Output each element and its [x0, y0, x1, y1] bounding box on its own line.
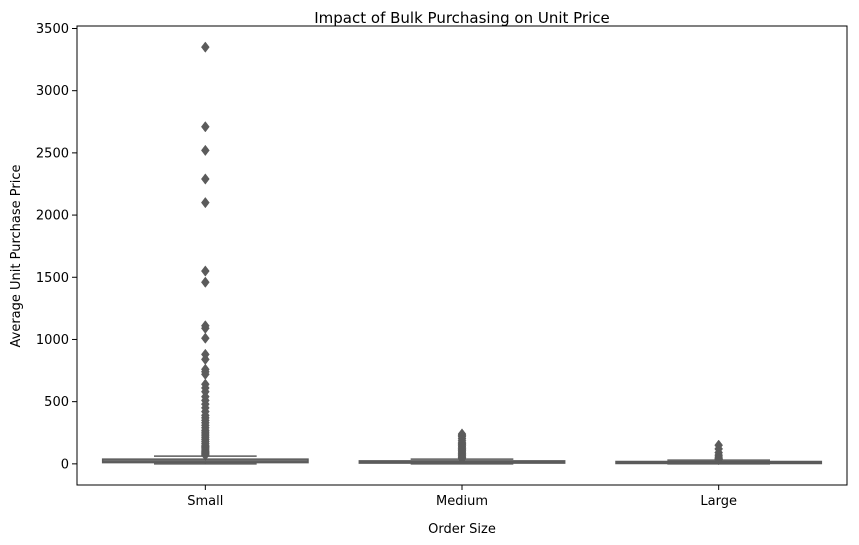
- outlier-point: [457, 453, 467, 465]
- y-tick-label: 3000: [36, 84, 69, 99]
- outlier-point: [201, 449, 210, 461]
- y-tick-label: 2500: [36, 146, 69, 161]
- plot-area: [101, 41, 823, 466]
- outlier-point: [201, 332, 210, 344]
- x-tick-label-medium: Medium: [436, 494, 488, 509]
- x-tick-label-small: Small: [187, 494, 223, 509]
- outlier-point: [201, 197, 210, 209]
- plot-frame: [76, 25, 848, 486]
- y-tick-label: 2000: [36, 209, 69, 224]
- outlier-point: [201, 41, 210, 53]
- outlier-point: [201, 265, 210, 277]
- y-tick-label: 500: [44, 395, 69, 410]
- box-large: [615, 439, 823, 466]
- chart-title: Impact of Bulk Purchasing on Unit Price: [314, 9, 610, 27]
- y-tick-label: 1000: [36, 333, 69, 348]
- box-medium: [358, 428, 566, 465]
- y-axis-label: Average Unit Purchase Price: [9, 165, 24, 348]
- x-axis: Small Medium Large: [187, 485, 737, 509]
- y-tick-label: 1500: [36, 271, 69, 286]
- outlier-point: [201, 121, 210, 133]
- outlier-point: [201, 173, 210, 185]
- y-axis: 0 500 1000 1500 2000 2500 3000 3500: [36, 22, 77, 472]
- x-axis-label: Order Size: [428, 522, 496, 537]
- outlier-point: [201, 276, 210, 288]
- outlier-point: [714, 454, 723, 466]
- y-tick-label: 3500: [36, 22, 69, 37]
- box-small: [101, 41, 309, 465]
- y-tick-label: 0: [61, 457, 69, 472]
- outlier-point: [201, 144, 210, 157]
- x-tick-label-large: Large: [700, 494, 737, 509]
